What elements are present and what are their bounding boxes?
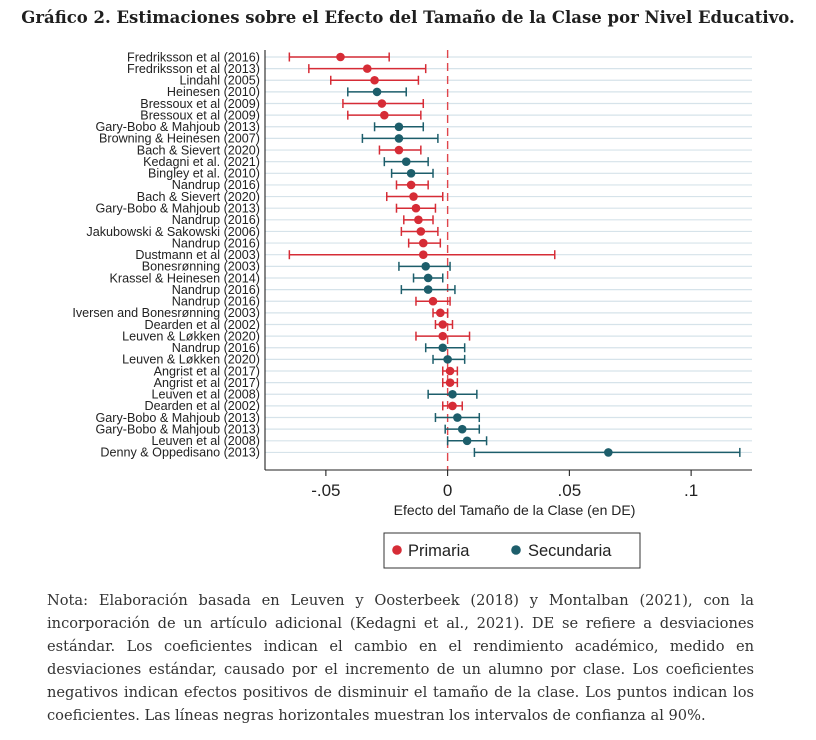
study-label: Bonesrønning (2003) [142,260,260,274]
study-label: Nandrup (2016) [172,236,260,250]
estimate-point [409,192,418,201]
study-label: Fredriksson et al (2016) [127,50,260,64]
chart-title: Gráfico 2. Estimaciones sobre el Efecto … [21,8,795,27]
study-label: Fredriksson et al (2013) [127,62,260,76]
study-labels: Fredriksson et al (2016)Fredriksson et a… [72,50,260,459]
study-label: Bach & Sievert (2020) [137,143,260,157]
study-label: Bach & Sievert (2020) [137,190,260,204]
estimate-point [411,203,421,213]
estimate-point [428,296,438,306]
study-label: Leuven et al (2008) [151,434,260,448]
estimate-point [394,122,404,132]
study-label: Leuven & Løkken (2020) [122,329,260,343]
x-tick-label: .1 [684,481,698,500]
estimate-point [362,64,372,73]
study-label: Gary-Bobo & Mahjoub (2013) [95,201,260,215]
study-label: Krassel & Heinesen (2014) [109,271,260,285]
x-tick-label: 0 [443,481,452,500]
legend-label-secundaria: Secundaria [528,542,612,560]
study-label: Leuven & Løkken (2020) [122,353,260,367]
study-label: Heinesen (2010) [167,85,260,99]
study-label: Bingley et al. (2010) [148,167,260,181]
study-label: Gary-Bobo & Mahjoub (2013) [95,120,260,134]
estimate-point [448,401,457,411]
estimate-point [380,110,389,120]
estimate-point [604,448,613,457]
study-label: Jakubowski & Sakowski (2006) [86,225,260,239]
study-label: Bressoux et al (2009) [140,97,260,111]
estimate-point [443,355,452,364]
estimate-point [336,52,345,62]
estimate-point [438,331,448,341]
study-label: Angrist et al (2017) [154,364,260,378]
study-label: Dearden et al (2002) [144,318,260,332]
estimate-point [462,436,472,446]
x-tick-label: -.05 [311,481,340,500]
study-label: Denny & Oppedisano (2013) [100,446,260,460]
estimate-point [414,215,423,225]
study-label: Gary-Bobo & Mahjoub (2013) [95,422,260,436]
estimate-point [406,169,416,178]
legend: Primaria Secundaria [383,532,641,569]
study-label: Iversen and Bonesrønning (2003) [72,306,260,320]
forest-plot: Fredriksson et al (2016)Fredriksson et a… [72,50,752,569]
estimate-point [377,99,387,108]
estimate-point [394,134,404,143]
study-label: Dustmann et al (2003) [135,248,260,262]
study-label: Gary-Bobo & Mahjoub (2013) [95,411,260,425]
estimate-point [448,389,457,399]
estimate-point [445,378,455,387]
estimate-point [445,366,455,376]
chart-note: Nota: Elaboración basada en Leuven y Oos… [47,592,754,724]
study-label: Nandrup (2016) [172,178,260,192]
legend-marker-primaria [392,545,402,555]
study-label: Nandrup (2016) [172,283,260,297]
estimate-point [457,424,467,434]
estimate-point [370,75,379,85]
estimate-point [423,285,433,294]
x-axis-label: Efecto del Tamaño de la Clase (en DE) [394,502,636,518]
estimate-point [421,262,431,271]
study-label: Browning & Heinesen (2007) [99,132,260,146]
estimate-point [401,157,411,166]
estimate-point [418,250,428,260]
x-tick-label: .05 [558,481,582,500]
study-label: Nandrup (2016) [172,213,260,227]
study-label: Leuven et al (2008) [151,388,260,402]
study-label: Nandrup (2016) [172,295,260,309]
study-label: Nandrup (2016) [172,341,260,355]
study-label: Dearden et al (2002) [144,399,260,413]
estimate-point [416,227,426,236]
estimate-point [418,238,428,248]
estimate-point [438,320,448,329]
estimate-point [372,87,382,97]
gridlines [265,56,752,454]
estimate-point [436,308,445,318]
estimate-point [394,145,404,155]
study-label: Bressoux et al (2009) [140,108,260,122]
estimate-point [438,343,448,353]
legend-label-primaria: Primaria [408,542,470,560]
estimate-point [423,273,433,283]
study-label: Kedagni et al. (2021) [143,155,260,169]
legend-marker-secundaria [511,545,521,555]
estimate-points [336,52,613,457]
study-label: Lindahl (2005) [179,74,260,88]
x-axis: -.05 0 .05 .1 [264,50,752,500]
estimate-point [453,413,462,422]
estimate-point [406,180,416,190]
study-label: Angrist et al (2017) [154,376,260,390]
